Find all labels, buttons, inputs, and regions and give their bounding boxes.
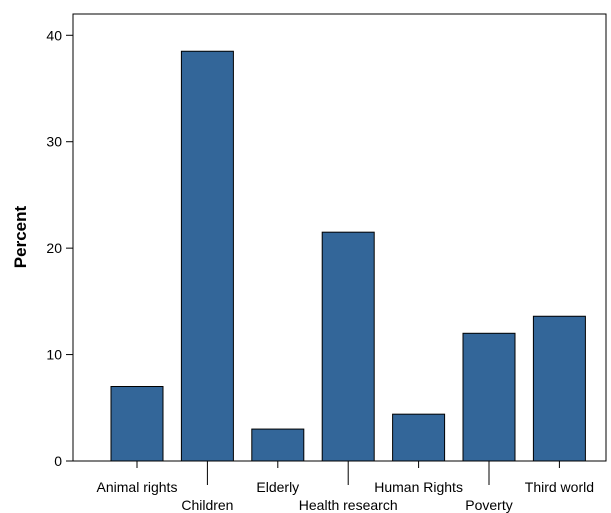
y-tick-label: 10 xyxy=(46,347,62,363)
bar xyxy=(532,315,586,462)
x-tick-label: Health research xyxy=(299,497,398,513)
x-tick-label: Third world xyxy=(525,479,594,495)
bar xyxy=(462,332,516,462)
bar xyxy=(180,50,234,462)
bar xyxy=(110,386,164,462)
x-tick-label: Poverty xyxy=(465,497,512,513)
y-axis: 0 10 20 30 40 xyxy=(46,27,73,469)
y-tick-label: 20 xyxy=(46,240,62,256)
bar xyxy=(392,413,446,462)
x-tick-label: Animal rights xyxy=(97,479,178,495)
bar xyxy=(321,231,375,462)
y-axis-title: Percent xyxy=(11,205,30,268)
y-tick-label: 0 xyxy=(54,453,62,469)
bar xyxy=(251,428,305,462)
x-tick-label: Children xyxy=(181,497,233,513)
bars xyxy=(110,50,586,462)
x-tick-label: Human Rights xyxy=(374,479,463,495)
y-tick-label: 30 xyxy=(46,134,62,150)
y-tick-label: 40 xyxy=(46,27,62,43)
x-tick-label: Elderly xyxy=(256,479,299,495)
